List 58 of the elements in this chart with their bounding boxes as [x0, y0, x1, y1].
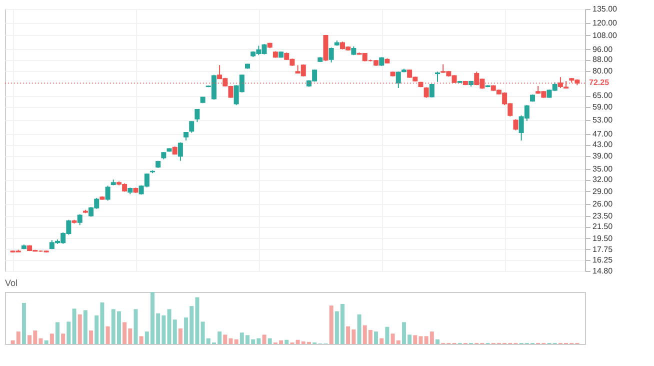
bar	[268, 338, 272, 344]
bar	[436, 339, 440, 344]
candlestick	[424, 86, 429, 98]
candlestick	[429, 83, 434, 98]
bar	[262, 334, 266, 344]
ref-line-label: 72.25	[589, 78, 610, 88]
bar	[234, 339, 238, 344]
y-tick-label: 39.00	[592, 152, 614, 161]
y-tick-label: 96.00	[592, 44, 614, 54]
y-tick-label: 59.00	[592, 102, 614, 112]
bar	[22, 302, 26, 344]
bar	[284, 340, 289, 344]
bar	[385, 326, 390, 344]
bar	[44, 340, 48, 344]
y-tick-label: 35.00	[592, 164, 614, 174]
candlestick	[105, 185, 110, 202]
y-tick-label: 32.00	[592, 175, 614, 184]
candlestick	[328, 47, 334, 63]
y-tick-label: 26.00	[592, 200, 614, 209]
bar	[89, 330, 94, 344]
y-tick-label: 53.00	[592, 115, 614, 124]
bar	[66, 322, 71, 344]
bar	[72, 308, 76, 344]
bar	[61, 334, 66, 344]
bar	[139, 336, 144, 344]
bar	[374, 332, 378, 344]
candlestick	[435, 71, 440, 82]
candlestick	[178, 142, 183, 162]
candlestick	[194, 108, 200, 123]
y-tick-label: 135.00	[592, 4, 618, 14]
y-tick-label: 17.75	[592, 244, 614, 254]
bar	[178, 328, 182, 344]
candlestick	[189, 120, 194, 134]
y-tick-label: 47.00	[592, 130, 614, 139]
bar	[357, 314, 362, 344]
y-tick-label: 43.00	[592, 140, 614, 150]
bar	[50, 334, 54, 344]
candlestick	[513, 118, 518, 131]
y-tick-label: 120.00	[592, 18, 618, 28]
bar	[380, 338, 384, 344]
y-tick-label: 88.00	[592, 55, 614, 64]
bar	[329, 306, 334, 344]
y-tick-label: 14.80	[592, 266, 614, 276]
y-tick-label: 21.50	[592, 222, 614, 232]
y-tick-label: 19.50	[592, 234, 614, 243]
bar	[56, 322, 60, 344]
y-tick-label: 65.00	[592, 91, 614, 100]
y-tick-label: 108.00	[592, 30, 618, 40]
y-tick-label: 29.00	[592, 186, 614, 196]
bar	[106, 326, 110, 344]
y-tick-label: 23.50	[592, 212, 614, 221]
y-tick-label: 16.25	[592, 255, 614, 264]
chart-title: Vol	[5, 278, 18, 288]
candlestick	[77, 214, 82, 226]
y-tick-label: 80.00	[592, 66, 614, 76]
bar	[134, 309, 138, 344]
bar	[78, 314, 82, 344]
bar	[83, 310, 88, 344]
